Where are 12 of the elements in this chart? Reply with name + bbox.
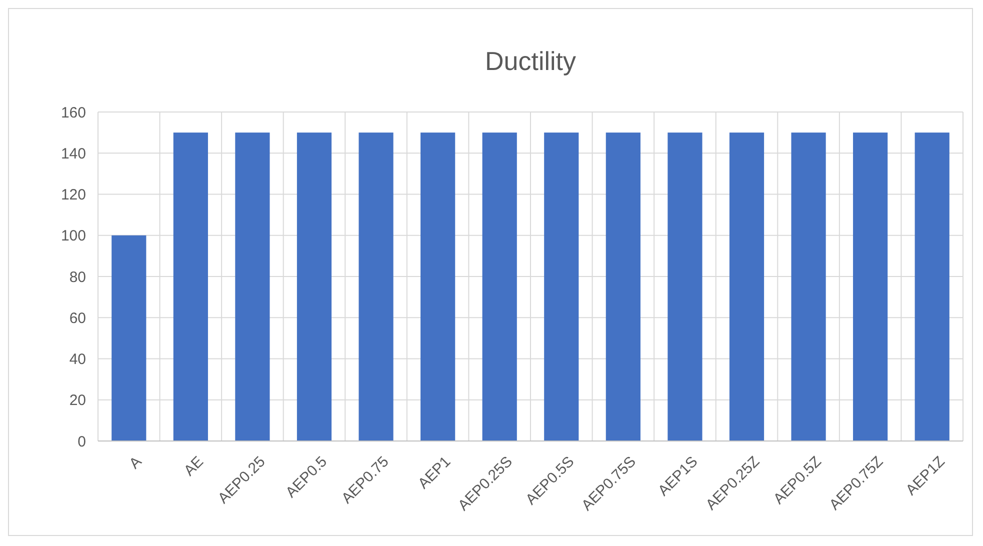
- y-tick-label: 120: [60, 186, 86, 204]
- y-tick-label: 20: [69, 392, 86, 410]
- y-tick-label: 0: [78, 433, 86, 450]
- y-tick-label: 140: [60, 145, 86, 162]
- y-tick-label: 40: [69, 351, 86, 368]
- x-tick-label: AE: [180, 453, 207, 480]
- y-tick-label: 80: [69, 268, 86, 286]
- y-tick-label: 60: [69, 310, 86, 327]
- y-tick-label: 100: [60, 228, 86, 245]
- chart-title: Ductility: [484, 46, 576, 76]
- x-tick-label: A: [126, 453, 146, 472]
- y-tick-label: 160: [60, 104, 86, 122]
